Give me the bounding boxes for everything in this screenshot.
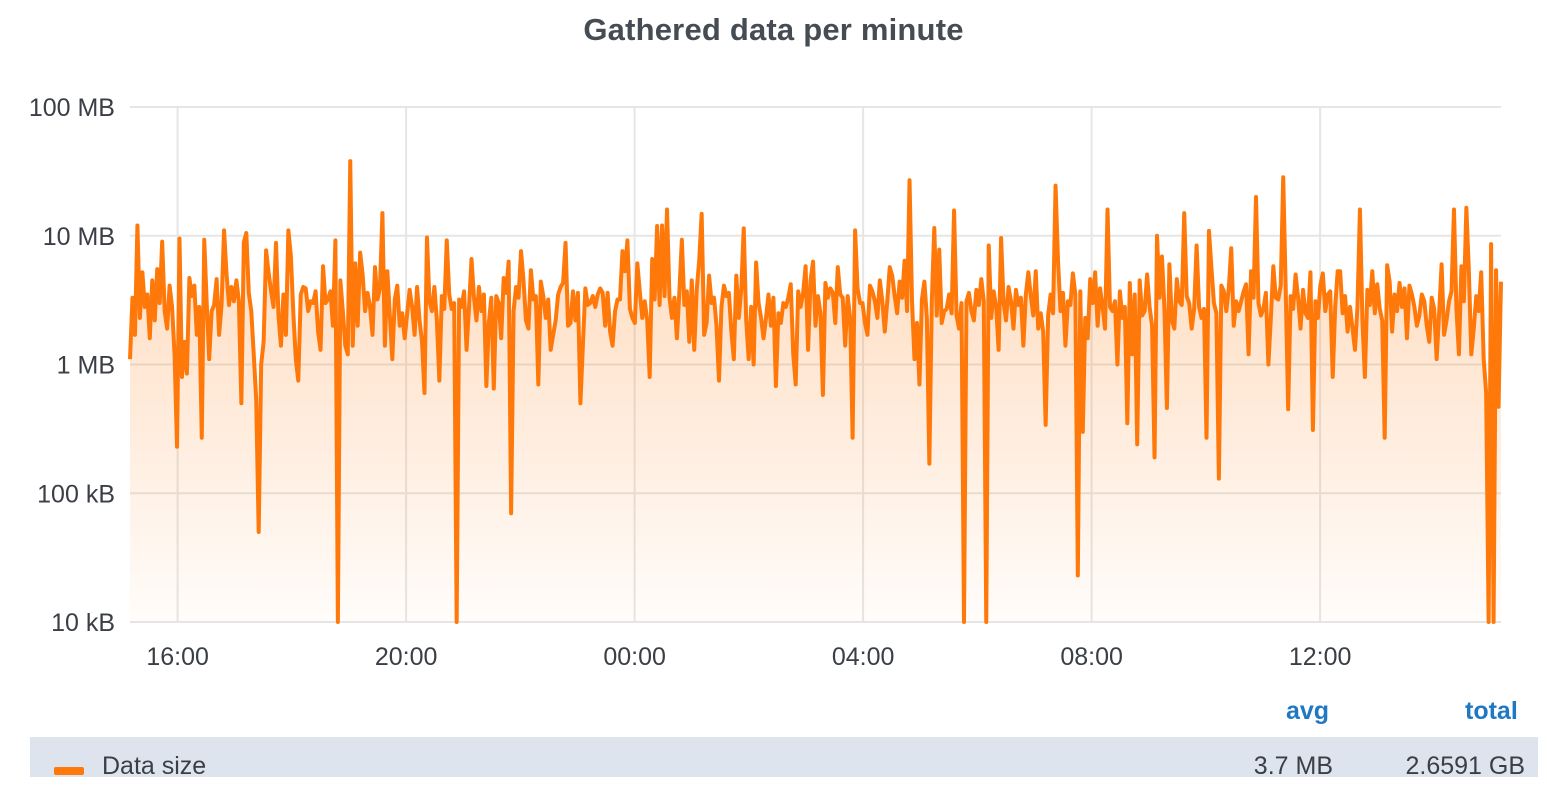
x-tick-label: 12:00 (1289, 643, 1352, 671)
x-tick-label: 08:00 (1060, 643, 1123, 671)
x-axis: 16:00 20:00 00:00 04:00 08:00 12:00 (146, 643, 1351, 671)
legend-header-avg[interactable]: avg (1286, 697, 1330, 725)
legend-avg-value: 3.7 MB (1253, 752, 1333, 780)
series-line-data-size (128, 159, 1503, 624)
y-tick-label: 100 kB (37, 480, 115, 508)
y-tick-label: 100 MB (29, 94, 115, 122)
panel-title: Gathered data per minute (583, 12, 964, 47)
series-color-swatch[interactable] (54, 767, 84, 775)
y-tick-label: 10 kB (51, 609, 115, 637)
x-tick-label: 20:00 (375, 643, 438, 671)
y-axis: 100 MB 10 MB 1 MB 100 kB 10 kB (29, 94, 115, 637)
legend-total-value: 2.6591 GB (1405, 752, 1525, 780)
legend-series-name[interactable]: Data size (102, 752, 207, 780)
series-layer (128, 159, 1503, 624)
legend-row-data-size[interactable]: Data size 3.7 MB 2.6591 GB (30, 737, 1538, 780)
x-tick-label: 16:00 (146, 643, 209, 671)
y-tick-label: 1 MB (57, 352, 115, 380)
y-tick-label: 10 MB (43, 223, 115, 251)
chart-area[interactable]: 100 MB 10 MB 1 MB 100 kB 10 kB 16:00 20:00 00:… (0, 0, 1547, 700)
x-tick-label: 04:00 (832, 643, 895, 671)
x-tick-label: 00:00 (603, 643, 666, 671)
legend-header-total[interactable]: total (1465, 697, 1518, 725)
